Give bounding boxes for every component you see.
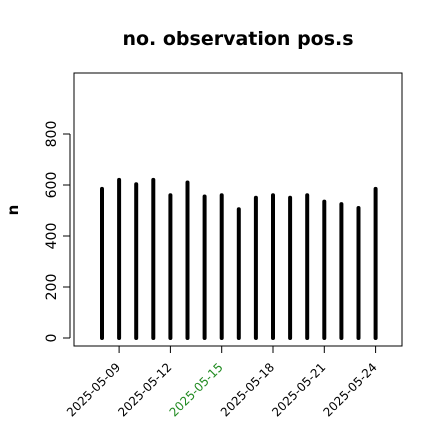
x-tick-label: 2025-05-09 — [64, 360, 123, 419]
y-axis: 0 200 400 600 800 — [44, 121, 71, 343]
bars — [100, 177, 378, 340]
x-tick-label: 2025-05-15 — [167, 360, 226, 419]
x-tick-label: 2025-05-12 — [115, 360, 174, 419]
y-tick-label: 800 — [44, 121, 60, 148]
x-tick-label: 2025-05-21 — [269, 360, 328, 419]
x-axis: 2025-05-092025-05-122025-05-152025-05-18… — [64, 345, 380, 419]
y-tick-label: 600 — [44, 172, 60, 199]
x-tick-label: 2025-05-18 — [218, 360, 277, 419]
y-axis-label: n — [4, 205, 22, 216]
y-tick-label: 400 — [44, 223, 60, 250]
y-tick-label: 200 — [44, 274, 60, 301]
x-tick-label: 2025-05-24 — [321, 360, 380, 419]
chart-title: no. observation pos.s — [122, 28, 353, 50]
y-tick-label: 0 — [44, 334, 60, 343]
